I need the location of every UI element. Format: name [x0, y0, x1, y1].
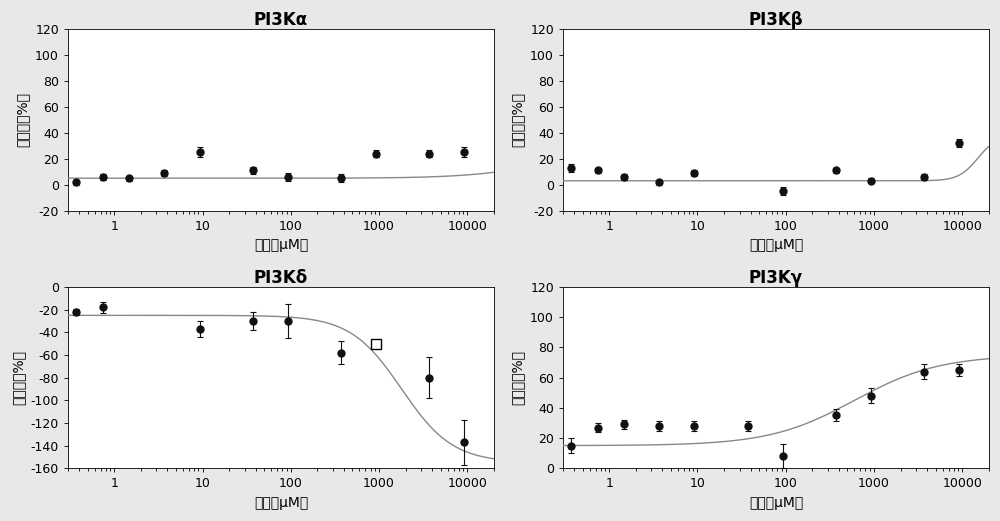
Y-axis label: 抑制率（%）: 抑制率（%） — [511, 92, 525, 147]
Title: PI3Kδ: PI3Kδ — [254, 269, 308, 287]
Title: PI3Kβ: PI3Kβ — [749, 11, 803, 29]
Y-axis label: 抑制率（%）: 抑制率（%） — [11, 350, 25, 405]
Y-axis label: 抑制率（%）: 抑制率（%） — [16, 92, 30, 147]
Title: PI3Kγ: PI3Kγ — [749, 269, 803, 287]
X-axis label: 浓度（μM）: 浓度（μM） — [749, 238, 803, 252]
X-axis label: 浓度（μM）: 浓度（μM） — [254, 496, 308, 510]
X-axis label: 浓度（μM）: 浓度（μM） — [749, 496, 803, 510]
Title: PI3Kα: PI3Kα — [254, 11, 308, 29]
X-axis label: 浓度（μM）: 浓度（μM） — [254, 238, 308, 252]
Y-axis label: 抑制率（%）: 抑制率（%） — [511, 350, 525, 405]
